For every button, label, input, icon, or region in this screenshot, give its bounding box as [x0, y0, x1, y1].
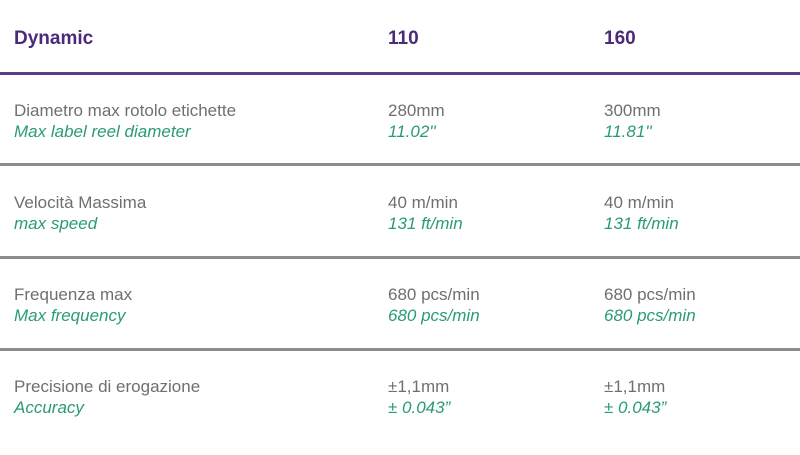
label-italian: Frequenza max — [14, 285, 133, 304]
value-110: ±1,1mm ± 0.043” — [388, 376, 450, 418]
row-label: Precisione di erogazione Accuracy — [14, 376, 200, 418]
table-header: Dynamic 110 160 — [0, 0, 800, 72]
row-label: Diametro max rotolo etichette Max label … — [14, 100, 236, 142]
value-160-metric: 40 m/min — [604, 193, 674, 212]
row-divider — [0, 348, 800, 351]
value-160-imperial: 680 pcs/min — [604, 306, 696, 325]
value-160: ±1,1mm ± 0.043” — [604, 376, 666, 418]
model-label: Dynamic — [14, 28, 94, 49]
table-row-max-speed: Velocità Massima max speed 40 m/min 131 … — [0, 192, 800, 260]
value-110-imperial: ± 0.043” — [388, 398, 451, 417]
row-label: Velocità Massima max speed — [14, 192, 146, 234]
value-160: 40 m/min 131 ft/min — [604, 192, 679, 234]
table-row-max-frequency: Frequenza max Max frequency 680 pcs/min … — [0, 284, 800, 352]
label-english: Accuracy — [14, 398, 84, 417]
header-divider — [0, 72, 800, 75]
value-110-imperial: 131 ft/min — [388, 214, 463, 233]
value-110-metric: 40 m/min — [388, 193, 458, 212]
value-160-metric: ±1,1mm — [604, 377, 666, 396]
value-110-metric: 280mm — [388, 101, 445, 120]
value-160-imperial: 131 ft/min — [604, 214, 679, 233]
value-160-imperial: 11.81'' — [604, 122, 652, 141]
row-divider — [0, 256, 800, 259]
label-english: Max frequency — [14, 306, 126, 325]
label-english: Max label reel diameter — [14, 122, 191, 141]
value-110: 680 pcs/min 680 pcs/min — [388, 284, 480, 326]
value-110: 280mm 11.02'' — [388, 100, 445, 142]
value-160-imperial: ± 0.043” — [604, 398, 667, 417]
table-row-accuracy: Precisione di erogazione Accuracy ±1,1mm… — [0, 376, 800, 444]
label-italian: Velocità Massima — [14, 193, 147, 212]
table-row-reel-diameter: Diametro max rotolo etichette Max label … — [0, 100, 800, 168]
label-italian: Precisione di erogazione — [14, 377, 201, 396]
value-110-imperial: 11.02'' — [388, 122, 436, 141]
value-110-metric: 680 pcs/min — [388, 285, 480, 304]
value-160: 300mm 11.81'' — [604, 100, 661, 142]
label-english: max speed — [14, 214, 98, 233]
value-160-metric: 300mm — [604, 101, 661, 120]
value-160-metric: 680 pcs/min — [604, 285, 696, 304]
column-header-160: 160 — [604, 28, 636, 49]
row-label: Frequenza max Max frequency — [14, 284, 132, 326]
spec-table: Dynamic 110 160 Diametro max rotolo etic… — [0, 0, 800, 417]
label-italian: Diametro max rotolo etichette — [14, 101, 237, 120]
value-110-imperial: 680 pcs/min — [388, 306, 480, 325]
column-header-110: 110 — [388, 28, 419, 49]
row-divider — [0, 163, 800, 166]
value-110: 40 m/min 131 ft/min — [388, 192, 463, 234]
value-160: 680 pcs/min 680 pcs/min — [604, 284, 696, 326]
value-110-metric: ±1,1mm — [388, 377, 450, 396]
